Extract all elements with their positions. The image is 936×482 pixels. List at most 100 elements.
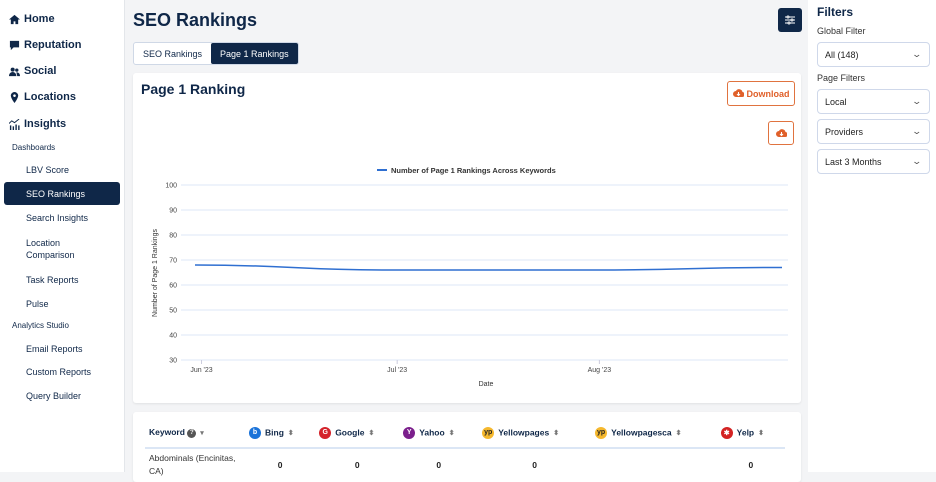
y-tick-label: 80 bbox=[169, 233, 177, 240]
yahoo-logo-icon: Y bbox=[403, 426, 416, 439]
tab-bar: SEO Rankings Page 1 Rankings bbox=[133, 42, 299, 65]
rank-cell: 0 bbox=[748, 460, 754, 470]
y-tick-label: 90 bbox=[169, 208, 177, 215]
map-pin-icon bbox=[10, 91, 19, 103]
card-title: Page 1 Ranking bbox=[141, 81, 246, 97]
tab-seo-rankings[interactable]: SEO Rankings bbox=[143, 49, 203, 59]
nav-task-reports[interactable]: Task Reports bbox=[26, 275, 79, 285]
nav-lbv-score[interactable]: LBV Score bbox=[26, 165, 70, 175]
chevron-down-icon: ⌄ bbox=[911, 49, 923, 59]
chevron-down-icon: ⌄ bbox=[911, 96, 923, 106]
rank-cell bbox=[591, 448, 717, 481]
nav-seo-rankings[interactable]: SEO Rankings bbox=[4, 182, 120, 205]
provider-name: Yahoo bbox=[419, 426, 445, 437]
y-tick-label: 30 bbox=[169, 358, 177, 365]
nav-locations[interactable]: Locations bbox=[9, 91, 76, 103]
y-tick-label: 70 bbox=[169, 258, 177, 265]
select-value: Last 3 Months bbox=[825, 157, 882, 167]
nav-email-reports[interactable]: Email Reports bbox=[26, 344, 83, 354]
comment-icon bbox=[9, 40, 20, 50]
global-filter-select[interactable]: All (148) ⌄ bbox=[817, 42, 930, 67]
home-icon bbox=[9, 14, 20, 24]
filters-title: Filters bbox=[817, 5, 854, 19]
provider-name: Bing bbox=[265, 426, 284, 437]
y-tick-label: 50 bbox=[169, 308, 177, 315]
sliders-icon bbox=[785, 15, 795, 25]
sort-icon: ⬍ bbox=[368, 429, 375, 437]
nav-reputation[interactable]: Reputation bbox=[9, 39, 81, 51]
nav-label: Reputation bbox=[24, 39, 82, 51]
x-tick-label: Jul '23 bbox=[387, 367, 407, 374]
chart-card: Page 1 Ranking Download Number of Page 1… bbox=[133, 73, 801, 403]
google-logo-icon: G bbox=[319, 426, 332, 439]
select-value: Local bbox=[825, 97, 847, 107]
series-line bbox=[194, 264, 783, 271]
nav-insights[interactable]: Insights bbox=[9, 118, 66, 130]
rankings-table: Keyword ? ▾ b Bing ⬍ G Google ⬍ Y Yahoo ⬍ yp Yellow… bbox=[145, 418, 785, 481]
date-range-select[interactable]: Last 3 Months ⌄ bbox=[817, 149, 930, 174]
rank-cell: 0 bbox=[436, 460, 442, 470]
provider-name: Yellowpagesca bbox=[611, 426, 672, 437]
rank-cell: 0 bbox=[277, 460, 283, 470]
global-filter-label: Global Filter bbox=[817, 26, 866, 36]
download-button[interactable]: Download bbox=[727, 81, 795, 106]
nav-label: Insights bbox=[24, 118, 67, 130]
page-filters-label: Page Filters bbox=[817, 73, 866, 83]
yelp-logo-icon: ✱ bbox=[720, 426, 733, 439]
provider-header-google[interactable]: G Google ⬍ bbox=[315, 418, 400, 449]
select-value: All (148) bbox=[825, 50, 859, 60]
sort-desc-icon: ▾ bbox=[200, 430, 204, 438]
chevron-down-icon: ⌄ bbox=[911, 126, 923, 136]
keyword-header-label: Keyword bbox=[149, 427, 185, 438]
sort-icon: ⬍ bbox=[675, 429, 682, 437]
sort-icon: ⬍ bbox=[758, 429, 764, 437]
table-header-row: Keyword ? ▾ b Bing ⬍ G Google ⬍ Y Yahoo ⬍ yp Yellow… bbox=[145, 418, 785, 449]
provider-header-yelp[interactable]: ✱ Yelp ⬍ bbox=[716, 418, 785, 449]
rank-cell: 0 bbox=[354, 460, 360, 470]
sort-icon: ⬍ bbox=[287, 429, 294, 437]
yellowpagesca-logo-icon: yp bbox=[595, 426, 608, 439]
provider-name: Yellowpages bbox=[498, 426, 550, 437]
chart-download-button[interactable] bbox=[768, 121, 794, 145]
page-title: SEO Rankings bbox=[133, 10, 258, 30]
nav-query-builder[interactable]: Query Builder bbox=[26, 391, 82, 401]
rank-cell: 0 bbox=[532, 460, 538, 470]
nav-search-insights[interactable]: Search Insights bbox=[26, 213, 89, 223]
provider-name: Google bbox=[335, 426, 365, 437]
sort-icon: ⬍ bbox=[553, 429, 560, 437]
location-type-select[interactable]: Local ⌄ bbox=[817, 89, 930, 114]
section-dashboards: Dashboards bbox=[12, 143, 56, 152]
table-row: Abdominals (Encinitas, CA) 0 0 0 0 0 bbox=[145, 448, 785, 481]
sidebar: Home Reputation Social Locations Insight… bbox=[0, 0, 125, 472]
line-chart: Number of Page 1 Rankings Across Keyword… bbox=[152, 166, 788, 388]
chart-icon bbox=[9, 118, 20, 130]
sort-icon: ⬍ bbox=[448, 429, 455, 437]
tab-page1-rankings[interactable]: Page 1 Rankings bbox=[211, 43, 298, 64]
provider-header-yahoo[interactable]: Y Yahoo ⬍ bbox=[399, 418, 479, 449]
providers-select[interactable]: Providers ⌄ bbox=[817, 119, 930, 144]
nav-pulse[interactable]: Pulse bbox=[26, 299, 49, 309]
y-tick-label: 100 bbox=[165, 183, 177, 190]
yellowpages-logo-icon: yp bbox=[482, 426, 495, 439]
nav-home[interactable]: Home bbox=[9, 13, 55, 25]
cloud-download-icon bbox=[732, 89, 744, 98]
provider-header-yellowpagesca[interactable]: yp Yellowpagesca ⬍ bbox=[591, 418, 717, 449]
bing-logo-icon: b bbox=[249, 426, 261, 439]
x-axis-label: Date bbox=[479, 381, 494, 388]
help-icon[interactable]: ? bbox=[187, 428, 197, 438]
keyword-cell: Abdominals (Encinitas, CA) bbox=[149, 453, 236, 476]
nav-custom-reports[interactable]: Custom Reports bbox=[26, 367, 92, 377]
section-analytics-studio: Analytics Studio bbox=[12, 321, 69, 330]
nav-label: Home bbox=[24, 13, 55, 25]
filter-settings-button[interactable] bbox=[778, 8, 802, 32]
chevron-down-icon: ⌄ bbox=[911, 156, 923, 166]
download-label: Download bbox=[746, 88, 790, 99]
cloud-download-icon bbox=[775, 128, 787, 137]
users-icon bbox=[9, 67, 20, 76]
provider-header-bing[interactable]: b Bing ⬍ bbox=[245, 418, 316, 449]
keyword-header[interactable]: Keyword ? ▾ bbox=[145, 418, 245, 449]
provider-header-yellowpages[interactable]: yp Yellowpages ⬍ bbox=[478, 418, 592, 449]
nav-location-comparison[interactable]: Location Comparison bbox=[26, 238, 75, 260]
nav-label: Locations bbox=[24, 91, 76, 103]
nav-social[interactable]: Social bbox=[9, 65, 56, 77]
